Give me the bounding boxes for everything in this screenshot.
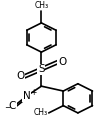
Text: −: −	[4, 104, 11, 113]
Text: CH₃: CH₃	[34, 1, 48, 10]
Text: CH₃: CH₃	[33, 108, 47, 117]
Text: O: O	[58, 57, 66, 67]
Text: O: O	[17, 72, 25, 81]
Text: +: +	[30, 88, 36, 97]
Text: C: C	[9, 101, 16, 111]
Text: N: N	[23, 91, 31, 101]
Text: S: S	[38, 64, 45, 74]
